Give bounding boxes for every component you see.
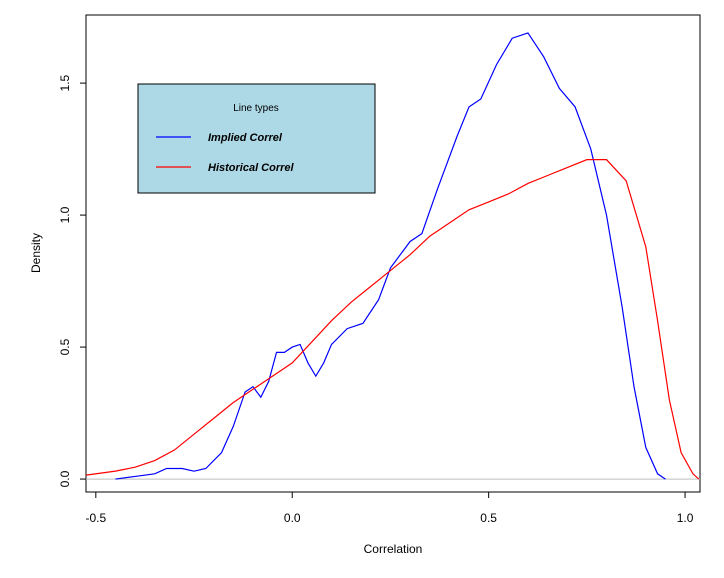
plot-frame <box>85 14 701 493</box>
x-tick-label: 1.0 <box>677 511 694 525</box>
legend-box <box>137 83 376 194</box>
x-tick-label: 0.0 <box>284 511 301 525</box>
density-line <box>115 32 666 480</box>
y-tick-label: 0.5 <box>58 338 72 355</box>
legend: Line types <box>137 83 376 194</box>
legend-title: Line types <box>233 103 279 114</box>
x-tick-label: -0.5 <box>85 511 106 525</box>
legend-label: Historical Correl <box>208 162 295 174</box>
y-tick-label: 0.0 <box>58 470 72 487</box>
density-line <box>85 159 700 480</box>
x-axis-label: Correlation <box>364 542 423 556</box>
legend-label: Implied Correl <box>208 132 283 144</box>
y-tick-label: 1.5 <box>58 74 72 91</box>
y-tick-label: 1.0 <box>58 206 72 223</box>
y-axis-label: Density <box>29 233 43 273</box>
x-tick-label: 0.5 <box>480 511 497 525</box>
